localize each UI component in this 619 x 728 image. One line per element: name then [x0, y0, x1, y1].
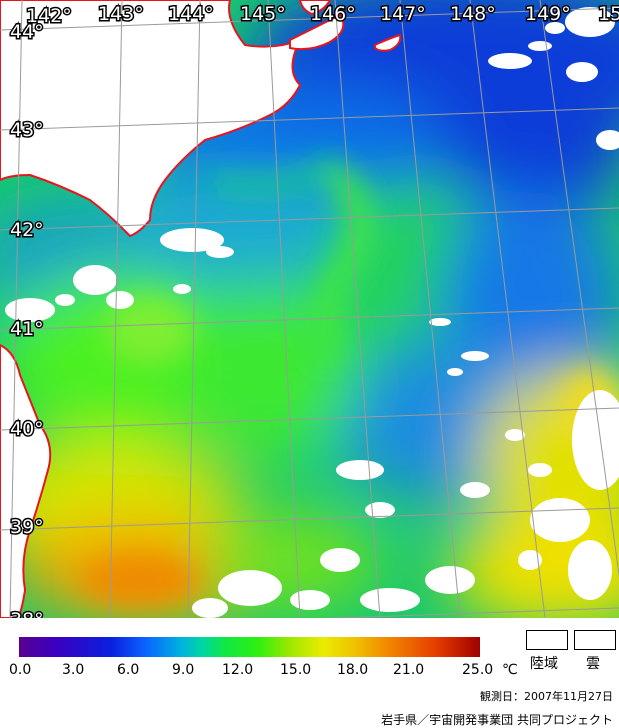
tick-label-3: 3.0: [62, 662, 85, 678]
tick-label-21: 21.0: [393, 662, 425, 678]
tick-label-9: 9.0: [172, 662, 195, 678]
lat-label-44: 44°: [10, 21, 44, 43]
lat-label-42: 42°: [10, 219, 44, 241]
lon-label-149: 149°: [525, 3, 571, 25]
tick-label-25: 25.0: [462, 662, 494, 678]
lat-label-41: 41°: [10, 318, 44, 340]
cloud-patches: [5, 7, 619, 618]
honshu-land: [0, 343, 52, 618]
island-east: [374, 33, 402, 52]
land-label: 陸域: [530, 656, 558, 672]
lon-label-145: 145°: [240, 3, 286, 25]
tick-label-18: 18.0: [337, 662, 369, 678]
land-masses: [0, 0, 402, 618]
graticule: [0, 0, 619, 618]
island-north: [289, 13, 345, 51]
land-swatch: [526, 630, 568, 650]
lon-label-148: 148°: [450, 3, 496, 25]
lon-label-142: 142°: [26, 5, 72, 27]
cloud-swatch: [574, 630, 616, 650]
lon-label-143: 143°: [98, 3, 144, 25]
cloud-label: 雲: [586, 656, 600, 672]
observation-date: 観測日：2007年11月27日: [480, 690, 613, 703]
map-canvas: 142° 143° 144° 145° 146° 147° 148° 149° …: [0, 0, 619, 618]
tick-label-15: 15.0: [280, 662, 312, 678]
lat-label-38: 38°: [10, 609, 44, 618]
legend-area: 0.0 3.0 6.0 9.0 12.0 15.0 18.0 21.0 25.0…: [0, 618, 619, 728]
lon-label-144: 144°: [168, 3, 214, 25]
sea-surface-temperature-map: 142° 143° 144° 145° 146° 147° 148° 149° …: [0, 0, 619, 618]
lat-label-43: 43°: [10, 119, 44, 141]
lon-label-146: 146°: [310, 3, 356, 25]
tick-label-12: 12.0: [222, 662, 254, 678]
temperature-colorbar: [19, 637, 480, 657]
lat-label-40: 40°: [10, 418, 44, 440]
latitude-labels: 44° 43° 42° 41° 40° 39° 38°: [9, 20, 46, 619]
lon-label-147: 147°: [380, 3, 426, 25]
tick-label-6: 6.0: [117, 662, 140, 678]
tick-label-0: 0.0: [9, 662, 32, 678]
longitude-labels: 142° 143° 144° 145° 146° 147° 148° 149° …: [25, 2, 619, 29]
unit-label: ℃: [502, 662, 518, 678]
island-top: [298, 0, 332, 16]
lon-label-150: 15: [598, 3, 619, 25]
lat-label-39: 39°: [10, 516, 44, 538]
credit-line: 岩手県／宇宙開発事業団 共同プロジェクト: [381, 713, 613, 727]
